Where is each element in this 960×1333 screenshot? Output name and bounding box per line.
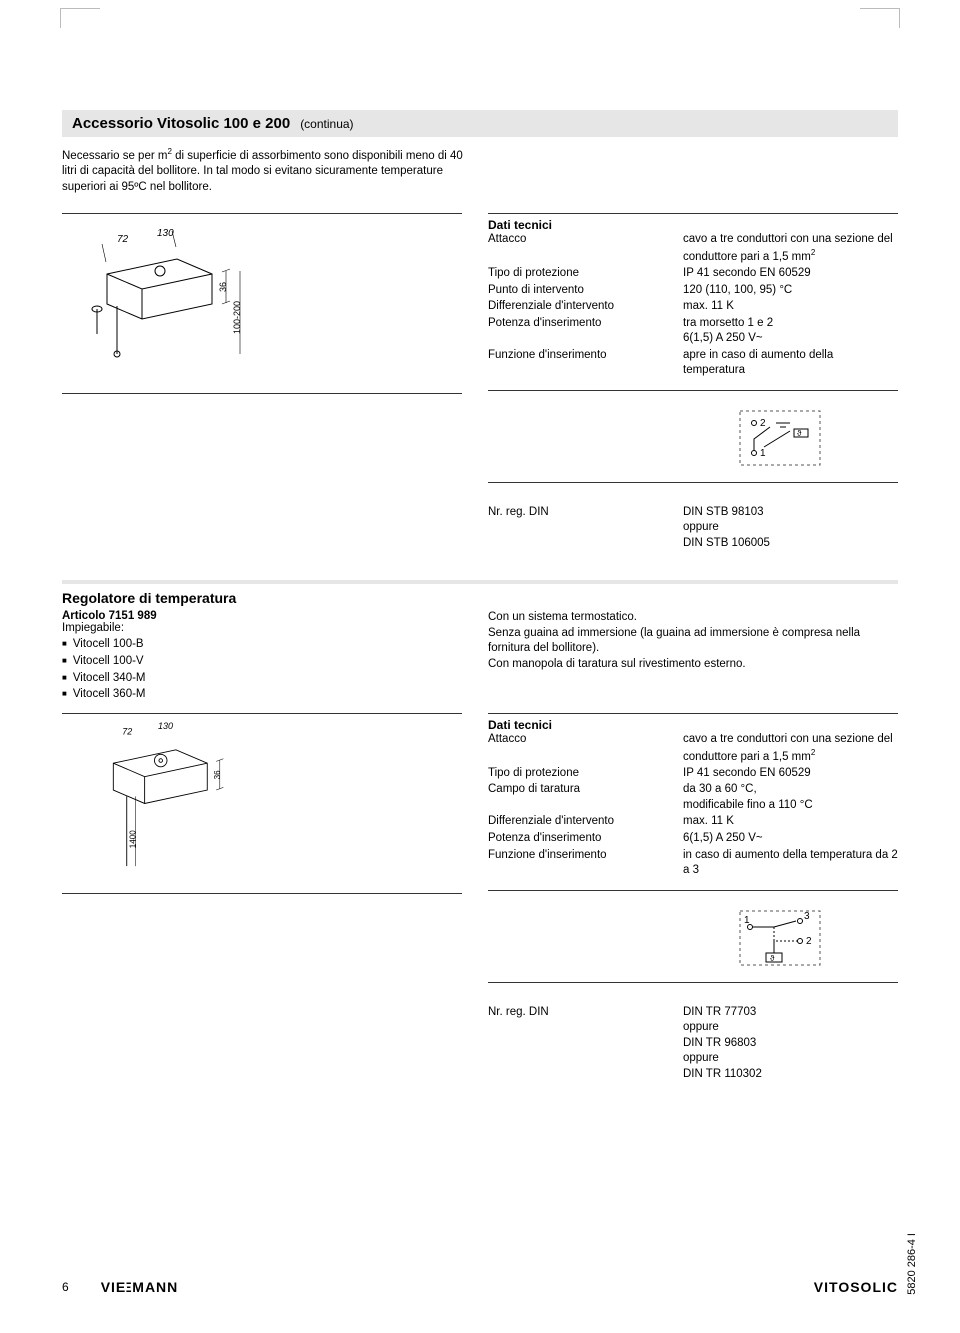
crop-mark xyxy=(60,8,100,28)
svg-text:36: 36 xyxy=(218,282,228,292)
spec-label: Potenza d'inserimento xyxy=(488,831,683,847)
dimensional-drawing: 72 130 36 100-200 xyxy=(62,214,272,384)
spec-row: Funzione d'inserimentoin caso di aumento… xyxy=(488,848,898,879)
model-list: Vitocell 100-BVitocell 100-VVitocell 340… xyxy=(62,636,462,703)
spec-label: Funzione d'inserimento xyxy=(488,348,683,379)
din-label: Nr. reg. DIN xyxy=(488,1005,683,1083)
product-name: VITOSOLIC xyxy=(814,1279,898,1295)
spec-label: Attacco xyxy=(488,232,683,265)
svg-text:ϑ: ϑ xyxy=(797,429,802,438)
spec-value: apre in caso di aumento della temperatur… xyxy=(683,348,898,379)
spec-label: Campo di taratura xyxy=(488,782,683,813)
spec-row: Differenziale d'interventomax. 11 K xyxy=(488,814,898,830)
spec-value: 120 (110, 100, 95) °C xyxy=(683,283,898,299)
spec-value: tra morsetto 1 e 26(1,5) A 250 V~ xyxy=(683,316,898,347)
spec-label: Differenziale d'intervento xyxy=(488,299,683,315)
divider-bar xyxy=(62,580,898,584)
section-continuation: (continua) xyxy=(300,117,353,131)
circuit-diagram: 1 3 2 ϑ xyxy=(734,905,826,971)
spec-row: Attaccocavo a tre conduttori con una sez… xyxy=(488,232,898,265)
spec-label: Attacco xyxy=(488,732,683,765)
spec-row: Potenza d'inserimentotra morsetto 1 e 26… xyxy=(488,316,898,347)
spec-value: max. 11 K xyxy=(683,299,898,315)
spec-label: Potenza d'inserimento xyxy=(488,316,683,347)
subsection-title: Regolatore di temperatura xyxy=(62,590,898,606)
spec-label: Punto di intervento xyxy=(488,283,683,299)
circuit-diagram: 2 1 ϑ xyxy=(734,405,826,471)
svg-text:100-200: 100-200 xyxy=(232,301,242,334)
list-item: Vitocell 100-V xyxy=(62,653,462,670)
spec-label: Funzione d'inserimento xyxy=(488,848,683,879)
spec-row: Campo di taraturada 30 a 60 °C,modificab… xyxy=(488,782,898,813)
spec-row: Tipo di protezioneIP 41 secondo EN 60529 xyxy=(488,766,898,782)
spec-label: Tipo di protezione xyxy=(488,766,683,782)
doc-id: 5820 286-4 I xyxy=(906,1233,918,1295)
svg-text:72: 72 xyxy=(117,234,129,245)
brand-logo: VIEΞMANN xyxy=(101,1279,179,1295)
svg-text:3: 3 xyxy=(804,911,810,922)
tech-heading: Dati tecnici xyxy=(488,718,898,732)
article-number: Articolo 7151 989 xyxy=(62,610,462,622)
svg-text:130: 130 xyxy=(157,228,174,239)
svg-text:72: 72 xyxy=(122,727,132,737)
section-title-bar: Accessorio Vitosolic 100 e 200 (continua… xyxy=(62,110,898,137)
spec-row: Tipo di protezioneIP 41 secondo EN 60529 xyxy=(488,266,898,282)
list-item: Vitocell 340-M xyxy=(62,670,462,687)
list-item: Vitocell 360-M xyxy=(62,686,462,703)
spec-value: cavo a tre conduttori con una sezione de… xyxy=(683,732,898,765)
list-item: Vitocell 100-B xyxy=(62,636,462,653)
spec-row: Funzione d'inserimentoapre in caso di au… xyxy=(488,348,898,379)
svg-text:2: 2 xyxy=(760,418,766,429)
spec-row: Punto di intervento120 (110, 100, 95) °C xyxy=(488,283,898,299)
svg-text:130: 130 xyxy=(158,721,173,731)
spec-row: Differenziale d'interventomax. 11 K xyxy=(488,299,898,315)
spec-value: cavo a tre conduttori con una sezione de… xyxy=(683,232,898,265)
svg-text:36: 36 xyxy=(213,770,222,779)
spec-label: Tipo di protezione xyxy=(488,266,683,282)
dimensional-drawing: 72 130 36 1400 xyxy=(62,714,272,884)
tech-heading: Dati tecnici xyxy=(488,218,898,232)
page-footer: 6 VIEΞMANN VITOSOLIC xyxy=(62,1279,898,1295)
svg-text:1400: 1400 xyxy=(129,830,138,848)
spec-label: Differenziale d'intervento xyxy=(488,814,683,830)
din-value: DIN STB 98103oppureDIN STB 106005 xyxy=(683,505,898,552)
page-content: Accessorio Vitosolic 100 e 200 (continua… xyxy=(0,0,960,1123)
rule xyxy=(62,893,462,894)
spec-value: max. 11 K xyxy=(683,814,898,830)
din-label: Nr. reg. DIN xyxy=(488,505,683,552)
crop-mark xyxy=(860,8,900,28)
spec-value: in caso di aumento della temperatura da … xyxy=(683,848,898,879)
svg-text:1: 1 xyxy=(744,915,750,926)
rule xyxy=(62,393,462,394)
spec-list: Attaccocavo a tre conduttori con una sez… xyxy=(488,732,898,878)
svg-text:1: 1 xyxy=(760,448,766,459)
page-number: 6 xyxy=(62,1280,69,1294)
spec-value: 6(1,5) A 250 V~ xyxy=(683,831,898,847)
din-value: DIN TR 77703oppureDIN TR 96803oppureDIN … xyxy=(683,1005,898,1083)
spec-value: IP 41 secondo EN 60529 xyxy=(683,766,898,782)
svg-text:2: 2 xyxy=(806,936,812,947)
product-description: Con un sistema termostatico.Senza guaina… xyxy=(488,610,898,672)
spec-value: IP 41 secondo EN 60529 xyxy=(683,266,898,282)
spec-value: da 30 a 60 °C,modificabile fino a 110 °C xyxy=(683,782,898,813)
impiegabile-label: Impiegabile: xyxy=(62,622,462,634)
spec-row: Potenza d'inserimento6(1,5) A 250 V~ xyxy=(488,831,898,847)
section-title: Accessorio Vitosolic 100 e 200 xyxy=(72,115,290,132)
intro-paragraph: Necessario se per m2 di superficie di as… xyxy=(62,147,472,195)
svg-text:ϑ: ϑ xyxy=(770,954,775,963)
spec-list: Attaccocavo a tre conduttori con una sez… xyxy=(488,232,898,378)
spec-row: Attaccocavo a tre conduttori con una sez… xyxy=(488,732,898,765)
